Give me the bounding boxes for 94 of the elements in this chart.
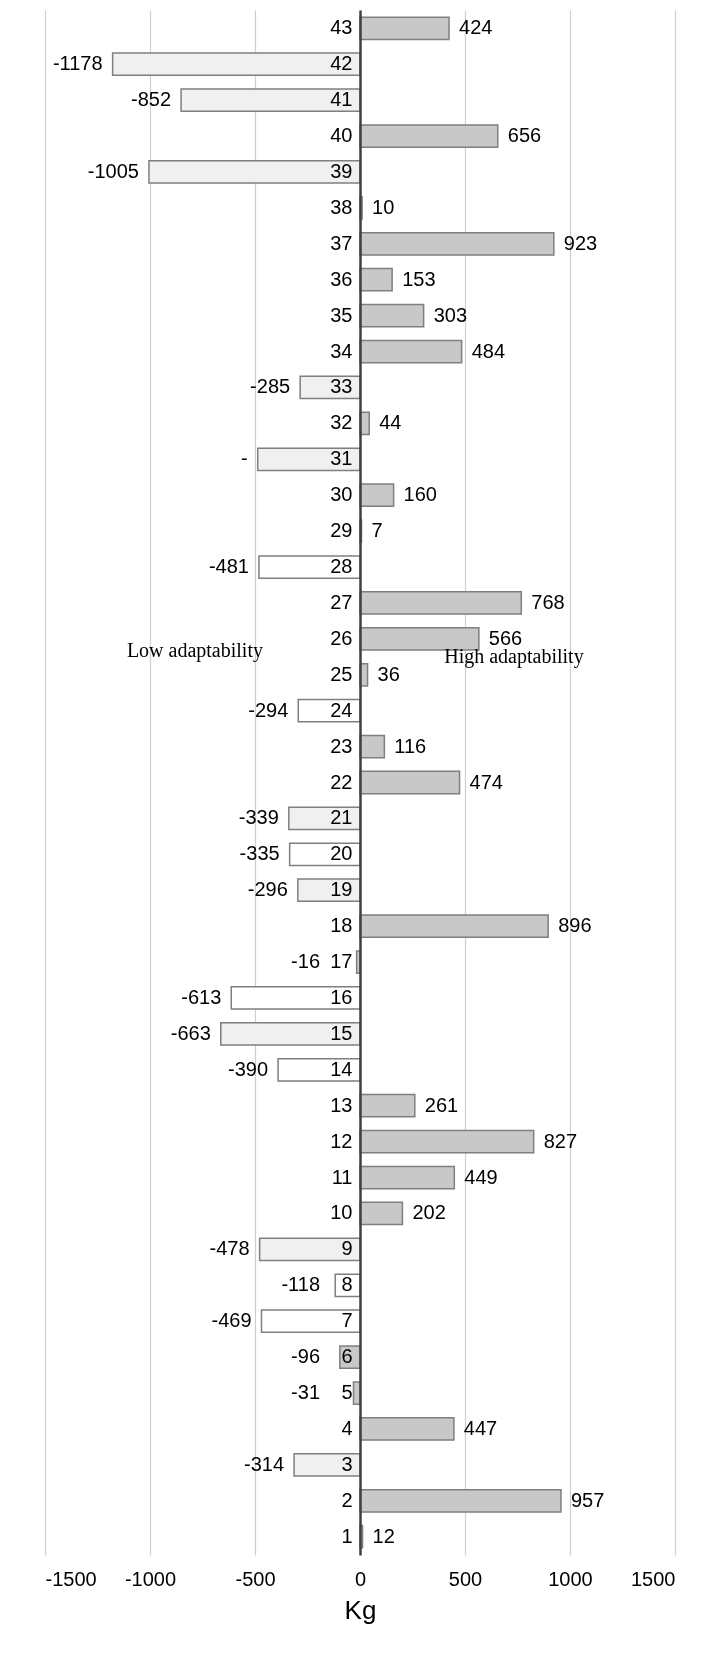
data-label: 447 [463,1416,498,1439]
data-label: 656 [507,124,542,147]
y-tick-label: 6 [341,1345,353,1368]
y-tick-label: 4 [341,1416,353,1439]
y-tick-label: 33 [330,375,353,398]
data-label: 160 [403,483,437,506]
y-tick-label: 34 [330,339,353,362]
x-tick-label: 1500 [631,1567,676,1590]
x-axis-title: Kg [344,1594,377,1625]
y-tick-label: 24 [330,698,353,721]
y-tick-label: 21 [330,806,353,829]
y-tick-label: 36 [330,267,353,290]
y-tick-label: 35 [330,303,353,326]
data-label: -469 [211,1309,252,1332]
x-tick-label: 0 [354,1567,367,1590]
data-label: 12 [372,1524,395,1547]
x-tick-label: 500 [448,1567,483,1590]
data-label: 153 [402,267,436,290]
data-label: -852 [131,88,172,111]
data-label: -294 [248,698,289,721]
data-label: 827 [543,1129,578,1152]
y-tick-label: 15 [330,1021,353,1044]
data-label: 10 [372,195,395,218]
data-label: 957 [570,1488,605,1511]
data-label: -314 [244,1452,285,1475]
y-tick-label: 25 [330,662,353,685]
y-tick-label: 10 [330,1201,353,1224]
x-tick-label: 1000 [548,1567,593,1590]
data-label: -335 [239,842,280,865]
data-label: -339 [238,806,279,829]
data-label: -481 [208,555,249,578]
y-tick-label: 29 [330,519,353,542]
data-label: 261 [424,1093,459,1116]
y-tick-label: 22 [330,770,353,793]
data-label: -296 [247,878,288,901]
data-label: -663 [170,1021,211,1044]
data-label: -31 [291,1381,320,1404]
y-tick-label: 19 [330,878,353,901]
data-label: -285 [250,375,291,398]
y-tick-label: 9 [341,1237,353,1260]
x-tick-label: -1000 [124,1567,177,1590]
data-label: 896 [558,914,592,937]
y-tick-label: 1 [341,1524,353,1547]
data-label: 44 [379,411,402,434]
y-tick-label: 30 [330,483,353,506]
data-label: 923 [563,231,598,254]
data-label: 449 [464,1165,498,1188]
data-label: 474 [469,770,503,793]
y-tick-label: 17 [330,950,353,973]
y-tick-label: 40 [330,124,353,147]
data-label: 7 [371,519,383,542]
y-tick-label: 13 [330,1093,353,1116]
data-label: -118 [281,1273,320,1296]
data-label: -1005 [87,159,139,182]
y-tick-label: 39 [330,159,353,182]
data-label: 202 [412,1201,446,1224]
data-label: 424 [459,16,493,39]
data-label: - [241,447,248,470]
y-tick-label: 5 [341,1381,353,1404]
data-label: -613 [181,985,222,1008]
y-tick-label: 37 [330,231,353,254]
data-label: -96 [291,1345,320,1368]
annotation: Low adaptability [126,639,263,663]
y-tick-label: 7 [341,1309,353,1332]
y-tick-label: 16 [330,985,353,1008]
y-tick-label: 11 [331,1165,353,1188]
y-tick-label: 43 [330,16,353,39]
data-label: 303 [433,303,468,326]
x-tick-label: -500 [235,1567,276,1590]
y-tick-label: 2 [341,1488,353,1511]
y-tick-label: 31 [330,447,353,470]
data-label: 484 [471,339,506,362]
y-tick-label: 3 [341,1452,353,1475]
y-tick-label: 23 [330,734,353,757]
data-label: -478 [209,1237,250,1260]
y-tick-label: 14 [330,1057,353,1080]
y-tick-label: 18 [330,914,353,937]
y-tick-label: 26 [330,626,353,649]
data-label: -1178 [52,52,103,75]
y-tick-label: 38 [330,195,353,218]
y-tick-label: 42 [330,52,353,75]
data-label: -390 [228,1057,269,1080]
y-tick-label: 20 [330,842,353,865]
y-tick-label: 41 [330,88,353,111]
y-tick-label: 8 [341,1273,353,1296]
data-label: -16 [291,950,320,973]
x-tick-label: -1500 [45,1567,97,1590]
y-tick-label: 32 [330,411,353,434]
data-label: 36 [377,662,400,685]
y-tick-label: 12 [330,1129,353,1152]
y-tick-label: 28 [330,555,353,578]
y-tick-label: 27 [330,590,353,613]
data-label: 116 [394,734,427,757]
data-label: 768 [531,590,565,613]
